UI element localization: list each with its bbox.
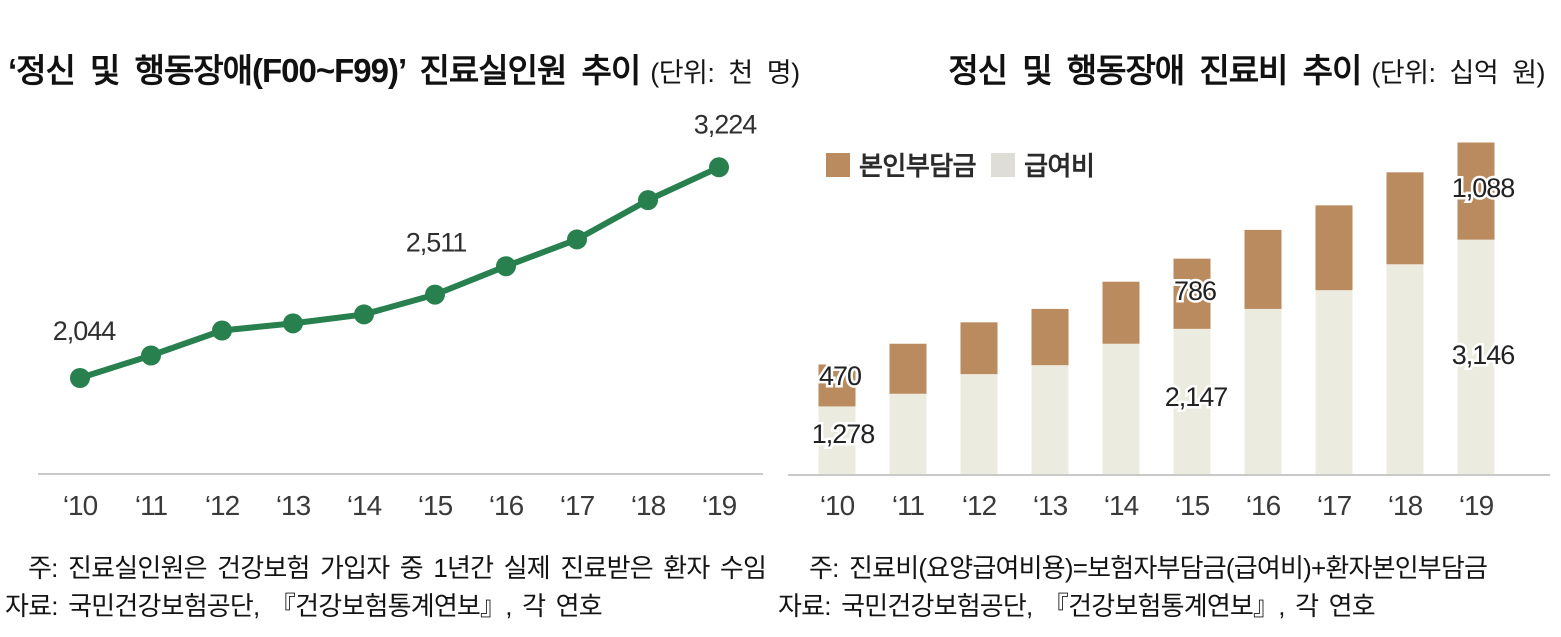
left-chart-unit-label: (단위: 천 명) (650, 58, 800, 88)
right-source-line: 자료: 국민건강보험공단, 『건강보험통계연보』, 각 연호 (778, 591, 1376, 621)
data-point-marker (354, 304, 374, 325)
value-label: 1,278 (812, 419, 875, 449)
x-tick-label: ‘10 (63, 490, 98, 521)
bar-segment-copay (1031, 308, 1069, 366)
line-chart: ‘10 ‘11 ‘12 ‘13 ‘14 ‘15 ‘16 ‘17 ‘18 ‘19 2,044 2,511… (38, 109, 763, 521)
left-note-line: 주: 진료실인원은 건강보험 가입자 중 1년간 실제 진료받은 환자 수임 (28, 553, 767, 583)
bar-segment-copay (1457, 142, 1495, 240)
x-tick-label: ‘12 (962, 490, 997, 521)
x-tick-label: ‘10 (820, 490, 855, 521)
x-tick-label: ‘19 (702, 490, 737, 521)
x-tick-label: ‘13 (276, 490, 311, 521)
left-source-line: 자료: 국민건강보험공단, 『건강보험통계연보』, 각 연호 (5, 591, 603, 621)
bar-segment-copay (960, 322, 998, 375)
bar-segment-benefit (1315, 290, 1353, 475)
bar-segment-benefit (1386, 264, 1424, 475)
data-point-marker (496, 256, 516, 277)
legend: 본인부담금 급여비 (826, 146, 1095, 183)
value-label: 786 (1174, 276, 1216, 306)
data-point-marker (283, 313, 303, 334)
x-tick-label: ‘12 (205, 490, 240, 521)
x-tick-label: ‘15 (1175, 490, 1210, 521)
bar-segment-benefit (1031, 365, 1069, 475)
value-label: 2,147 (1165, 382, 1228, 412)
bar-segment-benefit (1102, 343, 1140, 475)
data-point-marker (212, 320, 232, 341)
bar-segment-benefit (818, 406, 856, 475)
line-series (79, 164, 721, 381)
data-point-marker (70, 368, 90, 388)
data-point-marker (709, 157, 729, 178)
x-tick-label: ‘17 (1317, 490, 1352, 521)
x-tick-label: ‘16 (489, 490, 524, 521)
x-tick-label: ‘13 (1033, 490, 1068, 521)
legend-swatch-benefit (991, 152, 1016, 177)
bar-segment-benefit (1173, 328, 1211, 475)
x-tick-label: ‘15 (418, 490, 453, 521)
data-point-marker (141, 345, 161, 366)
x-tick-label: ‘19 (1459, 490, 1494, 521)
value-label: 2,044 (53, 316, 117, 346)
value-label: 3,146 (1452, 340, 1515, 370)
x-tick-label: ‘11 (892, 490, 925, 521)
x-tick-label: ‘11 (135, 490, 168, 521)
bar-segment-copay (1102, 281, 1140, 344)
bar-segment-copay (1244, 229, 1282, 309)
left-chart-title-text: ‘정신 및 행동장애(F00~F99)’ 진료실인원 추이 (8, 52, 641, 89)
stacked-bar-chart: ‘10 ‘11 ‘12 ‘13 ‘14 ‘15 ‘16 ‘17 ‘18 ‘19 470 1,278 78… (788, 142, 1550, 521)
legend-item-benefit: 급여비 (991, 146, 1095, 183)
bar-segment-copay (1173, 258, 1211, 329)
x-tick-label: ‘18 (1388, 490, 1423, 521)
data-point-marker (567, 229, 587, 250)
legend-swatch-copay (826, 152, 850, 177)
legend-item-copay: 본인부담금 (826, 146, 977, 183)
legend-label-copay: 본인부담금 (859, 151, 977, 181)
bar-segment-copay (1315, 205, 1353, 291)
data-point-marker (425, 284, 445, 305)
value-label: 1,088 (1452, 173, 1515, 203)
legend-label-benefit: 급여비 (1024, 151, 1095, 181)
bar-segment-benefit (960, 374, 998, 475)
x-tick-label: ‘14 (347, 490, 382, 521)
bar-segment-benefit (1244, 308, 1282, 475)
bar-segment-copay (818, 364, 856, 407)
value-label: 3,224 (694, 109, 758, 139)
right-chart-title-text: 정신 및 행동장애 진료비 추이 (948, 52, 1362, 89)
bar-segment-benefit (1457, 239, 1495, 475)
x-tick-label: ‘18 (631, 490, 666, 521)
x-tick-label: ‘14 (1104, 490, 1139, 521)
right-note-line: 주: 진료비(요양급여비용)=보험자부담금(급여비)+환자본인부담금 (809, 553, 1488, 583)
value-label: 470 (819, 361, 861, 391)
x-tick-label: ‘17 (560, 490, 595, 521)
value-label: 2,511 (406, 228, 467, 258)
bar-segment-benefit (889, 393, 927, 475)
bar-segment-copay (1386, 172, 1424, 265)
data-point-marker (638, 190, 658, 211)
right-chart-title: 정신 및 행동장애 진료비 추이 (단위: 십억 원) (948, 50, 1545, 94)
x-tick-label: ‘16 (1246, 490, 1281, 521)
right-chart-unit-label: (단위: 십억 원) (1371, 58, 1545, 88)
left-chart-title: ‘정신 및 행동장애(F00~F99)’ 진료실인원 추이 (단위: 천 명) (8, 50, 800, 94)
bar-segment-copay (889, 343, 927, 394)
